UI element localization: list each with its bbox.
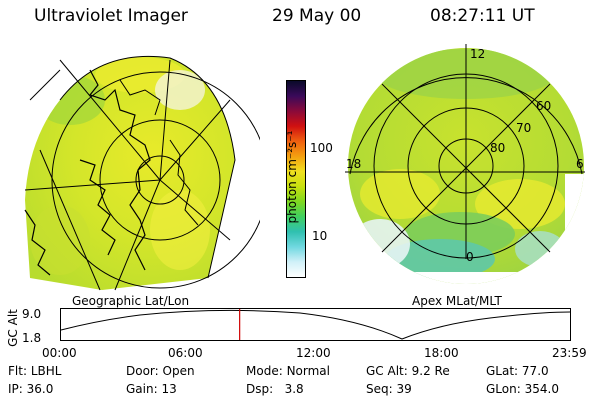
status-door: Door: Open bbox=[126, 364, 195, 378]
xtick-1200: 12:00 bbox=[296, 346, 331, 360]
altitude-plot bbox=[60, 308, 571, 341]
mlt-label-6: 6 bbox=[576, 157, 584, 171]
status-ip: IP: 36.0 bbox=[8, 382, 54, 396]
status-seq: Seq: 39 bbox=[366, 382, 412, 396]
status-glon: GLon: 354.0 bbox=[486, 382, 559, 396]
date-label: 29 May 00 bbox=[272, 6, 362, 26]
status-glat: GLat: 77.0 bbox=[486, 364, 549, 378]
color-scale-bar bbox=[286, 80, 306, 278]
xtick-1800: 18:00 bbox=[424, 346, 459, 360]
geographic-image-panel bbox=[24, 55, 260, 291]
right-panel-caption: Apex MLat/MLT bbox=[412, 294, 502, 308]
altitude-ytick-low: 1.8 bbox=[22, 331, 42, 345]
lat-label-60: 60 bbox=[536, 99, 551, 113]
status-gc-alt: GC Alt: 9.2 Re bbox=[366, 364, 450, 378]
status-mode: Mode: Normal bbox=[246, 364, 330, 378]
lat-label-70: 70 bbox=[516, 121, 531, 135]
mlt-label-0: 0 bbox=[466, 250, 474, 264]
xtick-0600: 06:00 bbox=[168, 346, 203, 360]
lat-label-80: 80 bbox=[490, 141, 505, 155]
colorbar-unit-label: photon cm⁻²s⁻¹ bbox=[285, 130, 299, 224]
status-flt: Flt: LBHL bbox=[8, 364, 62, 378]
left-panel-caption: Geographic Lat/Lon bbox=[72, 294, 190, 308]
status-gain: Gain: 13 bbox=[126, 382, 177, 396]
xtick-2359: 23:59 bbox=[552, 346, 587, 360]
colorbar-tick-100: 100 bbox=[310, 141, 333, 155]
time-label: 08:27:11 UT bbox=[430, 6, 535, 26]
altitude-ytick-high: 9.0 bbox=[22, 307, 42, 321]
status-dsp: Dsp: 3.8 bbox=[246, 382, 304, 396]
colorbar-tick-10: 10 bbox=[312, 229, 328, 243]
instrument-title: Ultraviolet Imager bbox=[34, 6, 188, 26]
xtick-0000: 00:00 bbox=[42, 346, 77, 360]
magnetic-image-panel: 12 18 6 0 60 70 80 bbox=[345, 44, 585, 284]
mlt-label-18: 18 bbox=[346, 157, 361, 171]
mlt-label-12: 12 bbox=[470, 47, 485, 61]
altitude-plot-ylabel: GC Alt bbox=[6, 309, 20, 347]
